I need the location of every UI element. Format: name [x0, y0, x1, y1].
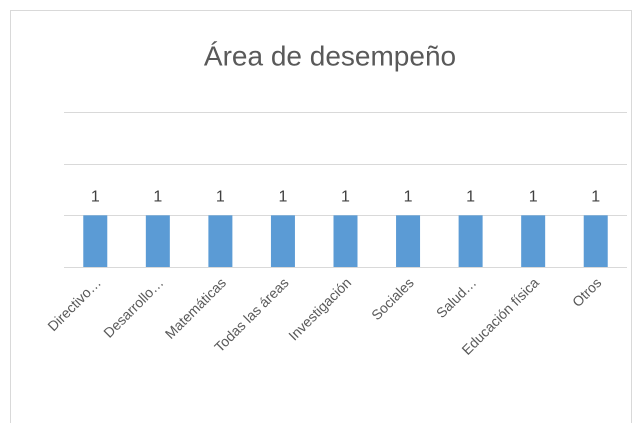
bar [208, 215, 233, 267]
data-label: 1 [591, 189, 600, 206]
data-label: 1 [341, 189, 350, 206]
data-label: 1 [404, 189, 413, 206]
bar [270, 215, 295, 267]
bar [458, 215, 483, 267]
data-label: 1 [216, 189, 225, 206]
bar [145, 215, 170, 267]
bar [333, 215, 358, 267]
data-label: 1 [91, 189, 100, 206]
bar [521, 215, 546, 267]
bar [396, 215, 421, 267]
data-label: 1 [278, 189, 287, 206]
data-label: 1 [529, 189, 538, 206]
chart-title: Área de desempeño [204, 40, 456, 71]
bar [583, 215, 608, 267]
data-label: 1 [466, 189, 475, 206]
data-label: 1 [153, 189, 162, 206]
bar [83, 215, 108, 267]
